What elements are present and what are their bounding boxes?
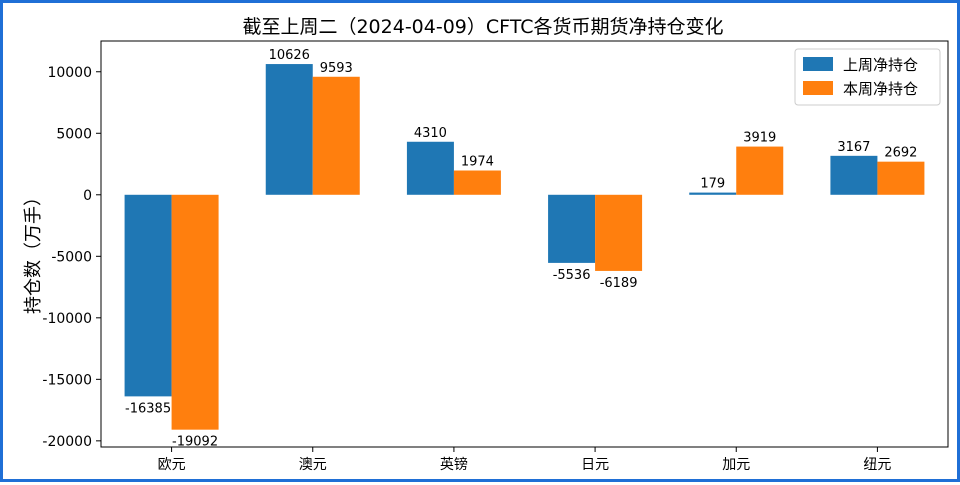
x-tick-label: 纽元 xyxy=(863,457,891,473)
x-tick-label: 日元 xyxy=(581,457,609,473)
y-tick-label: -5000 xyxy=(51,249,92,265)
y-tick-label: 10000 xyxy=(47,65,92,81)
bar-last-week xyxy=(830,155,878,195)
bar-last-week xyxy=(689,192,737,195)
x-tick-label: 澳元 xyxy=(299,457,327,473)
legend-swatch xyxy=(803,81,833,95)
data-label: -16385 xyxy=(125,401,171,416)
y-tick-label: -10000 xyxy=(42,311,92,327)
y-axis-label: 持仓数（万手） xyxy=(23,188,44,314)
bar-last-week xyxy=(548,194,596,263)
y-tick-label: 0 xyxy=(83,188,92,204)
data-label: -6189 xyxy=(600,276,638,291)
data-label: 179 xyxy=(700,177,725,192)
y-tick-label: 5000 xyxy=(56,126,92,142)
data-label: 3919 xyxy=(743,131,776,146)
chart-title: 截至上周二（2024-04-09）CFTC各货币期货净持仓变化 xyxy=(242,16,723,38)
data-label: 1974 xyxy=(461,155,494,170)
bar-this-week xyxy=(171,194,219,430)
bar-last-week xyxy=(265,64,313,195)
x-tick-label: 欧元 xyxy=(158,457,186,473)
bar-this-week xyxy=(453,170,501,195)
legend-label: 本周净持仓 xyxy=(843,80,918,98)
data-label: 3167 xyxy=(837,140,870,155)
legend-label: 上周净持仓 xyxy=(843,56,918,74)
data-label: -5536 xyxy=(553,268,591,283)
x-tick-label: 英镑 xyxy=(440,456,468,473)
y-tick-label: -15000 xyxy=(42,372,92,388)
bar-this-week xyxy=(312,76,360,195)
bar-this-week xyxy=(877,161,925,195)
data-label: 4310 xyxy=(414,126,447,141)
data-label: -19092 xyxy=(172,435,218,450)
bar-this-week xyxy=(736,146,784,195)
x-tick-label: 加元 xyxy=(722,457,750,473)
bar-this-week xyxy=(595,194,643,271)
bar-last-week xyxy=(124,194,172,397)
axes-frame xyxy=(100,40,949,448)
legend-swatch xyxy=(803,57,833,71)
bar-chart: 截至上周二（2024-04-09）CFTC各货币期货净持仓变化 持仓数（万手） … xyxy=(23,16,949,473)
data-label: 10626 xyxy=(269,48,310,63)
y-tick-label: -20000 xyxy=(42,434,92,450)
bar-last-week xyxy=(406,141,454,195)
data-label: 2692 xyxy=(884,146,917,161)
data-label: 9593 xyxy=(320,61,353,76)
plot-area: -16385 -19092 欧元 10626 9593 澳元 4310 1974 英镑 -5536… xyxy=(42,40,949,473)
